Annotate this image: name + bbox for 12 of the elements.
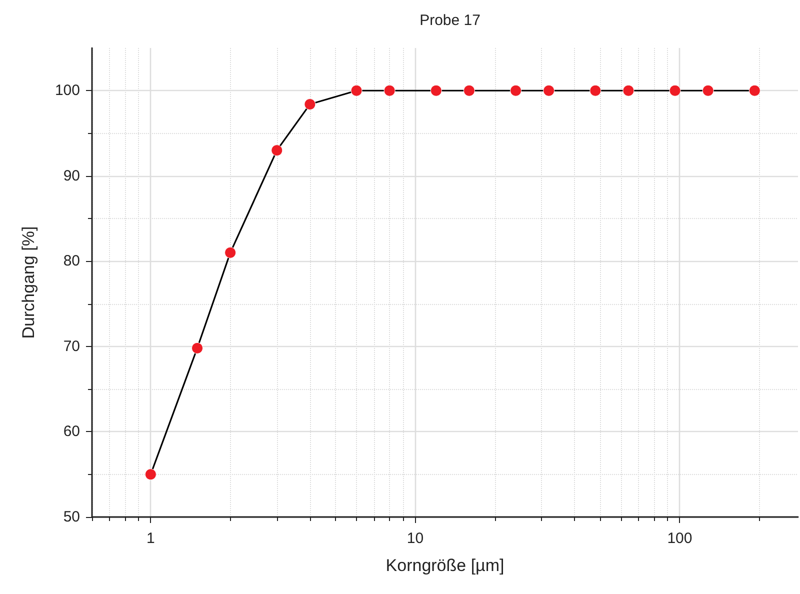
y-tick-label: 80 <box>63 252 80 270</box>
y-tick-label: 90 <box>63 167 80 184</box>
x-tick-label: 1 <box>146 530 155 547</box>
y-tick-label: 70 <box>63 338 80 355</box>
y-tick-label: 60 <box>63 423 80 440</box>
x-tick-label: 10 <box>406 530 424 547</box>
y-tick-label: 100 <box>54 82 80 100</box>
y-axis-title: Durchgang [%] <box>19 226 38 339</box>
x-axis-title: Korngröße [µm] <box>386 556 504 575</box>
y-tick-label: 50 <box>63 508 80 526</box>
chart-title: Probe 17 <box>420 12 480 29</box>
x-tick-label: 100 <box>667 530 692 547</box>
